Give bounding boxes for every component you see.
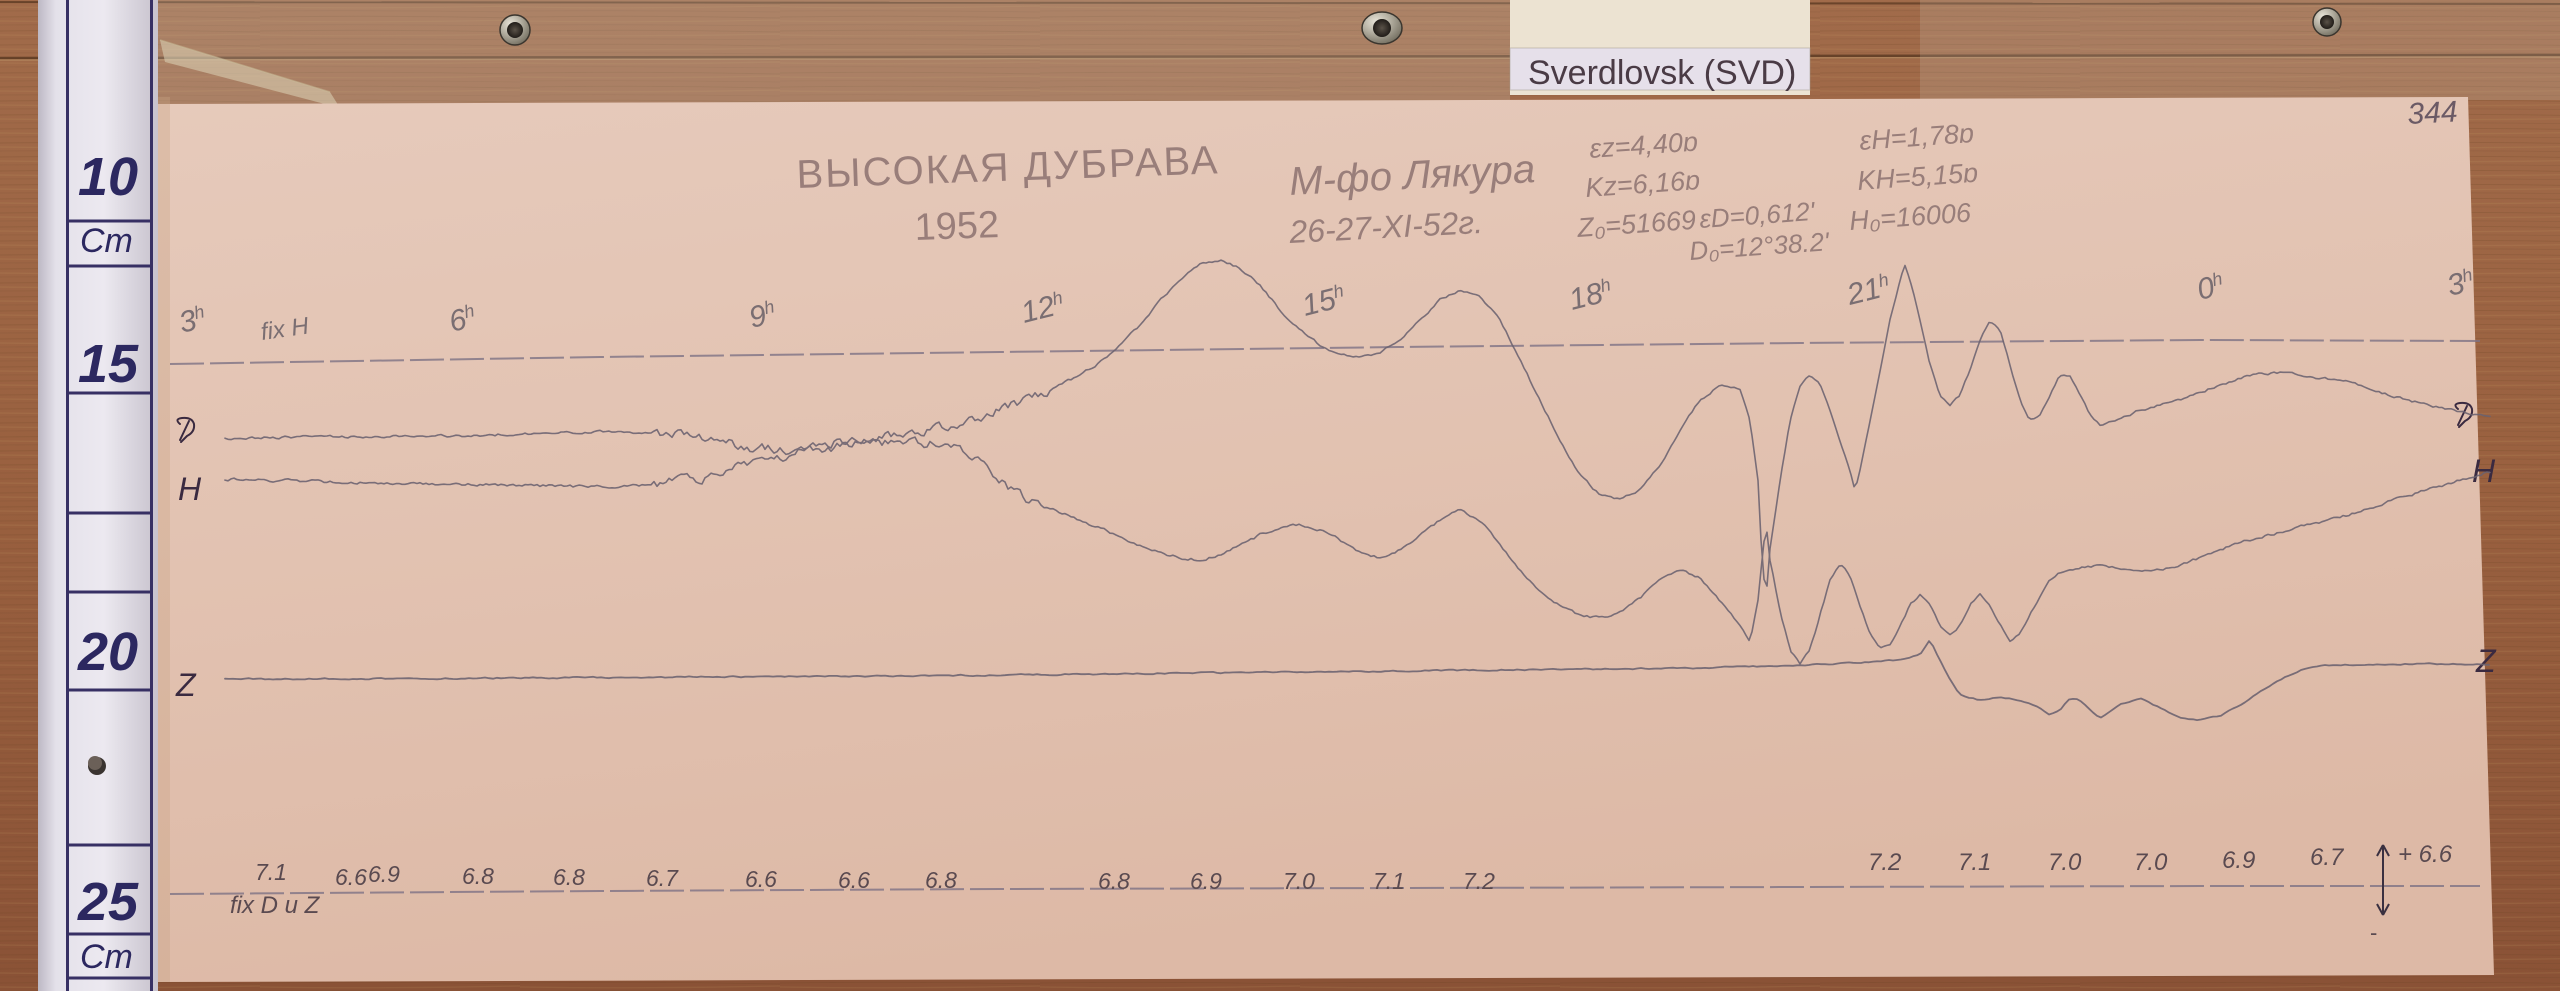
- svg-text:25: 25: [77, 872, 139, 932]
- svg-text:Cm: Cm: [80, 938, 133, 976]
- svg-text:20: 20: [77, 622, 138, 682]
- svg-text:Cm: Cm: [80, 222, 133, 260]
- svg-text:10: 10: [78, 147, 138, 207]
- svg-text:15: 15: [78, 334, 139, 394]
